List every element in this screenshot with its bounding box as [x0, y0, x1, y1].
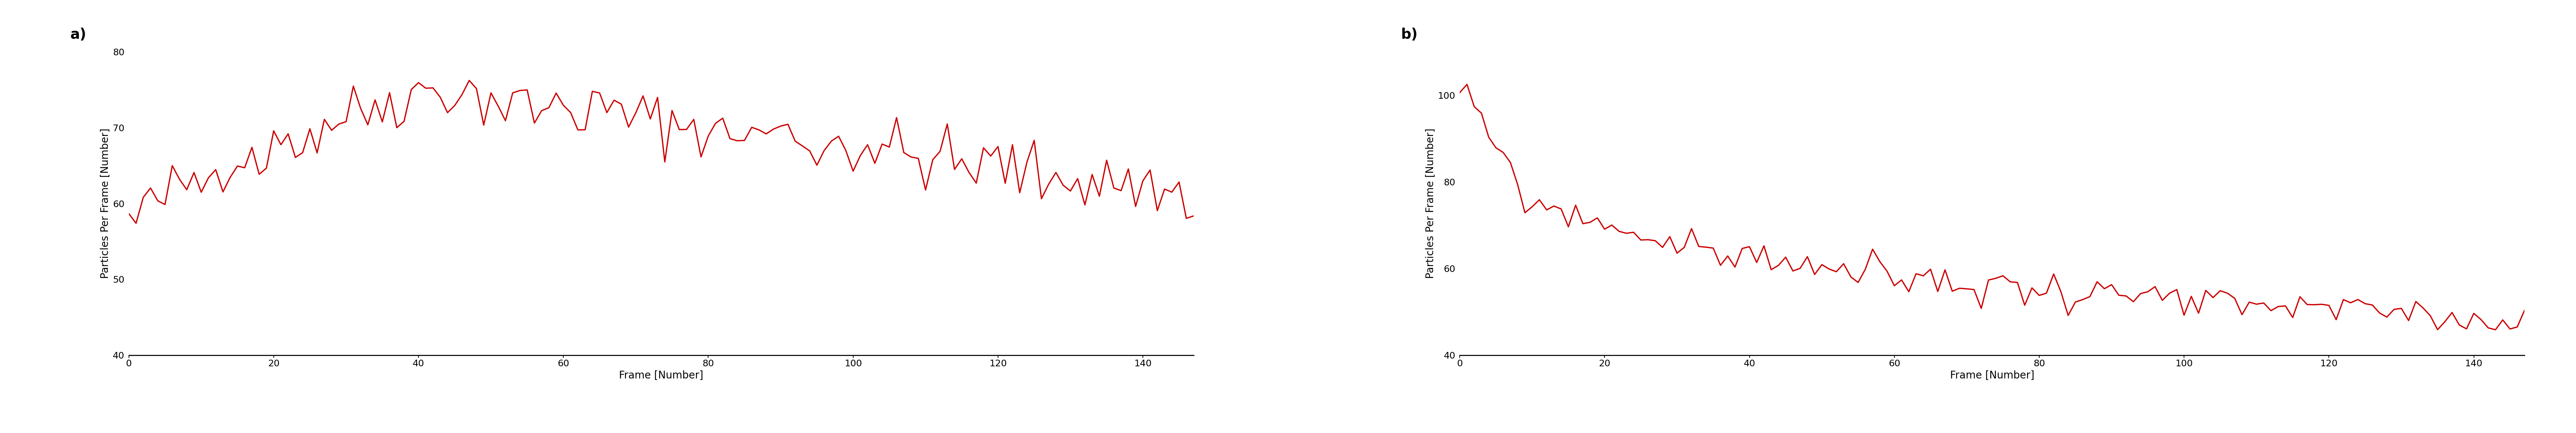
X-axis label: Frame [Number]: Frame [Number] [1950, 370, 2035, 381]
Y-axis label: Particles Per Frame [Number]: Particles Per Frame [Number] [1425, 128, 1435, 279]
X-axis label: Frame [Number]: Frame [Number] [618, 370, 703, 381]
Text: b): b) [1401, 28, 1417, 42]
Text: a): a) [70, 28, 88, 42]
Y-axis label: Particles Per Frame [Number]: Particles Per Frame [Number] [100, 128, 111, 279]
